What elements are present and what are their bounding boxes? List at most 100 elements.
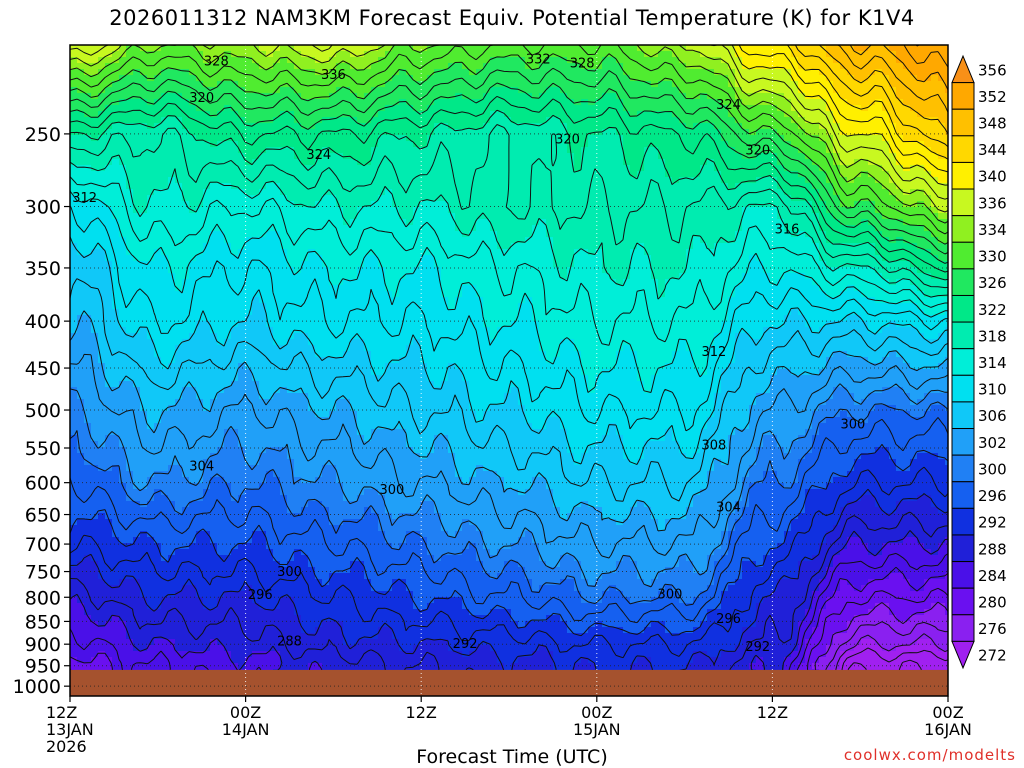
heatmap-cell [168, 237, 176, 244]
heatmap-cell [686, 129, 694, 136]
heatmap-cell [609, 249, 617, 256]
heatmap-cell [231, 177, 239, 184]
heatmap-cell [560, 99, 568, 106]
heatmap-cell [70, 261, 78, 268]
heatmap-cell [658, 159, 666, 166]
heatmap-cell [455, 51, 463, 58]
heatmap-cell [210, 45, 218, 52]
heatmap-cell [329, 45, 337, 52]
heatmap-cell [147, 261, 155, 268]
heatmap-cell [938, 135, 946, 142]
heatmap-cell [539, 87, 547, 94]
heatmap-cell [147, 129, 155, 136]
heatmap-cell [175, 165, 183, 172]
heatmap-cell [343, 273, 351, 280]
heatmap-cell [889, 75, 897, 82]
heatmap-cell [812, 87, 820, 94]
heatmap-cell [273, 117, 281, 124]
heatmap-cell [469, 105, 477, 112]
heatmap-cell [602, 147, 610, 154]
heatmap-cell [238, 261, 246, 268]
heatmap-cell [630, 273, 638, 280]
heatmap-cell [231, 111, 239, 118]
heatmap-cell [168, 99, 176, 106]
heatmap-cell [147, 105, 155, 112]
heatmap-cell [609, 213, 617, 220]
heatmap-cell [84, 93, 92, 100]
heatmap-cell [693, 87, 701, 94]
heatmap-cell [161, 225, 169, 232]
heatmap-cell [658, 207, 666, 214]
heatmap-cell [399, 87, 407, 94]
heatmap-cell [476, 141, 484, 148]
heatmap-cell [896, 249, 904, 256]
heatmap-cell [203, 267, 211, 274]
heatmap-cell [728, 147, 736, 154]
heatmap-cell [434, 243, 442, 250]
heatmap-cell [903, 207, 911, 214]
heatmap-cell [784, 117, 792, 124]
heatmap-cell [910, 81, 918, 88]
heatmap-cell [210, 219, 218, 226]
heatmap-cell [497, 225, 505, 232]
heatmap-cell [539, 111, 547, 118]
heatmap-cell [609, 123, 617, 130]
heatmap-cell [518, 183, 526, 190]
heatmap-cell [224, 231, 232, 238]
heatmap-cell [175, 147, 183, 154]
heatmap-cell [665, 117, 673, 124]
heatmap-cell [504, 177, 512, 184]
heatmap-cell [252, 261, 260, 268]
heatmap-cell [805, 195, 813, 202]
heatmap-cell [77, 273, 85, 280]
heatmap-cell [609, 171, 617, 178]
heatmap-cell [574, 123, 582, 130]
heatmap-cell [77, 93, 85, 100]
heatmap-cell [385, 243, 393, 250]
heatmap-cell [910, 207, 918, 214]
heatmap-cell [259, 141, 267, 148]
heatmap-cell [322, 195, 330, 202]
heatmap-cell [805, 273, 813, 280]
heatmap-cell [560, 183, 568, 190]
heatmap-cell [322, 135, 330, 142]
heatmap-cell [112, 69, 120, 76]
heatmap-cell [609, 99, 617, 106]
heatmap-cell [833, 237, 841, 244]
heatmap-cell [595, 183, 603, 190]
heatmap-cell [98, 81, 106, 88]
heatmap-cell [133, 165, 141, 172]
heatmap-cell [833, 171, 841, 178]
heatmap-cell [924, 177, 932, 184]
heatmap-cell [665, 93, 673, 100]
heatmap-cell [623, 213, 631, 220]
heatmap-cell [441, 225, 449, 232]
heatmap-cell [602, 63, 610, 70]
heatmap-cell [819, 135, 827, 142]
heatmap-cell [112, 63, 120, 70]
heatmap-cell [588, 279, 596, 286]
heatmap-cell [98, 117, 106, 124]
heatmap-cell [602, 129, 610, 136]
heatmap-cell [434, 177, 442, 184]
heatmap-cell [574, 279, 582, 286]
heatmap-cell [392, 117, 400, 124]
heatmap-cell [798, 159, 806, 166]
heatmap-cell [168, 141, 176, 148]
heatmap-cell [525, 237, 533, 244]
heatmap-cell [812, 159, 820, 166]
heatmap-cell [259, 243, 267, 250]
heatmap-cell [287, 189, 295, 196]
heatmap-cell [602, 111, 610, 118]
heatmap-cell [441, 57, 449, 64]
heatmap-cell [777, 153, 785, 160]
heatmap-cell [518, 225, 526, 232]
heatmap-cell [546, 57, 554, 64]
heatmap-cell [826, 111, 834, 118]
heatmap-cell [469, 87, 477, 94]
heatmap-cell [707, 189, 715, 196]
heatmap-cell [91, 45, 99, 52]
heatmap-cell [511, 63, 519, 70]
heatmap-cell [203, 81, 211, 88]
heatmap-cell [700, 87, 708, 94]
